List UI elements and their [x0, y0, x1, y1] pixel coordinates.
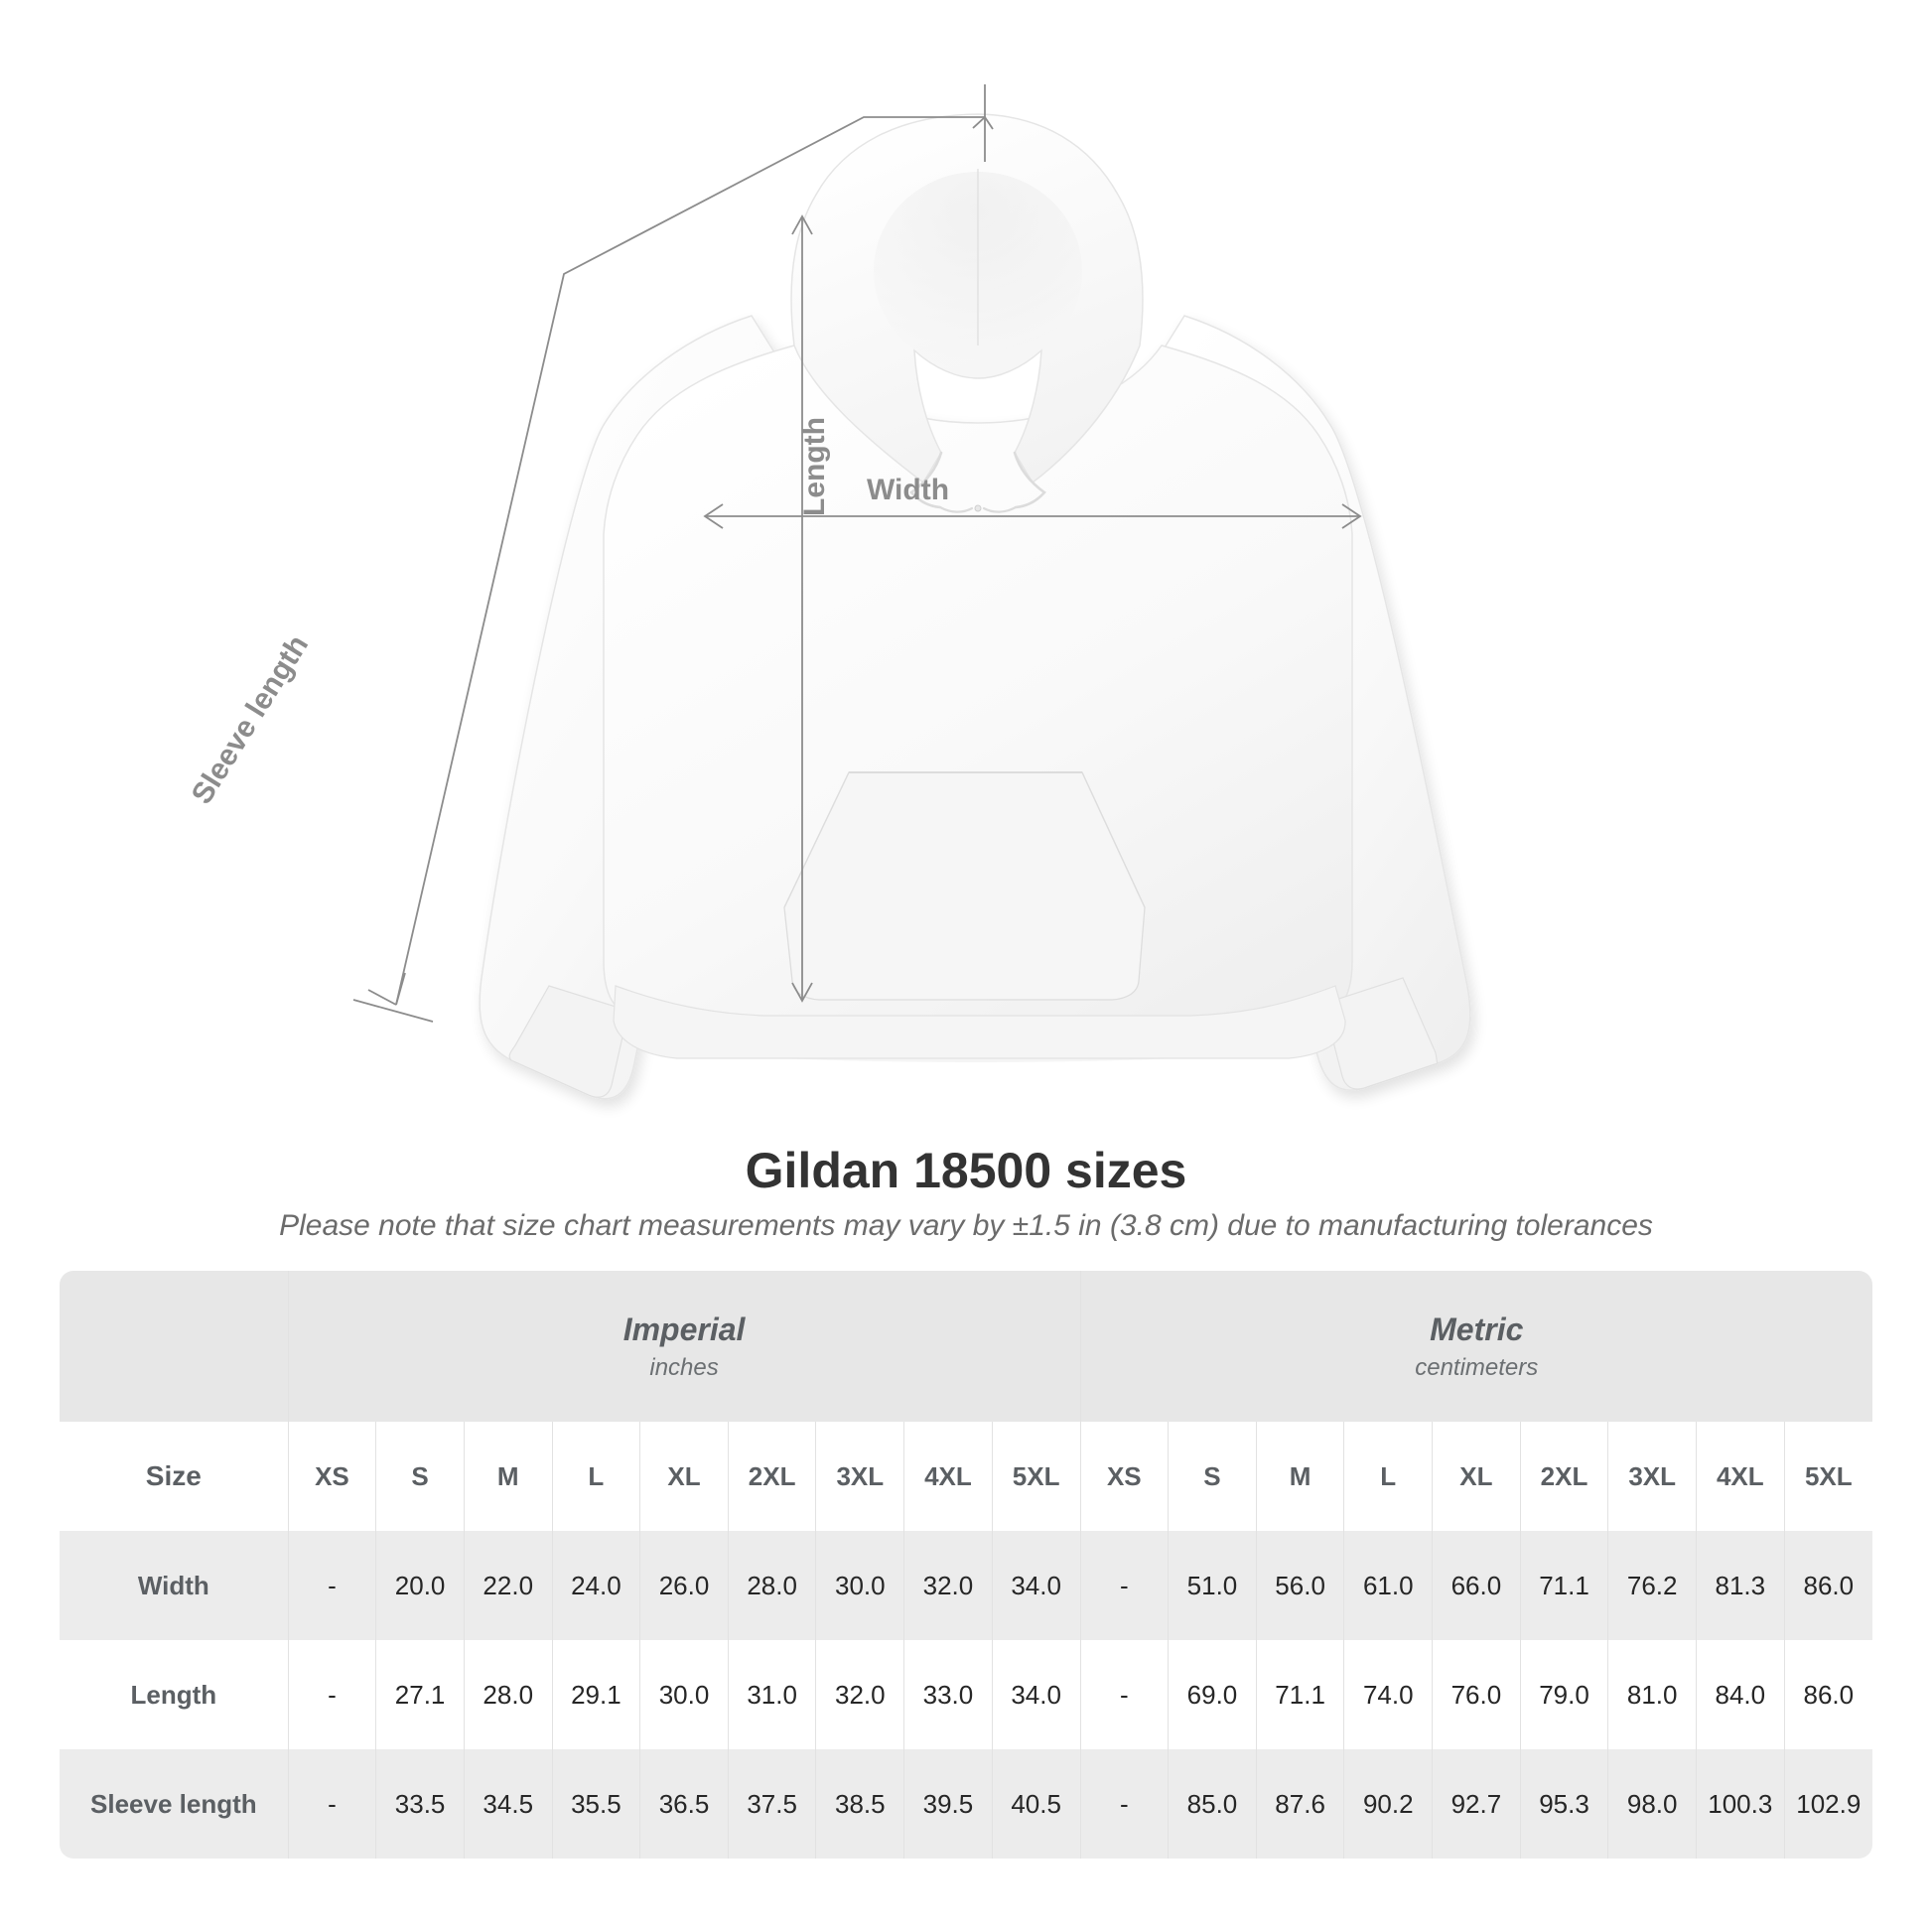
svg-text:Sleeve length: Sleeve length — [186, 629, 315, 810]
svg-text:Length: Length — [798, 417, 831, 516]
svg-text:Width: Width — [867, 474, 949, 506]
